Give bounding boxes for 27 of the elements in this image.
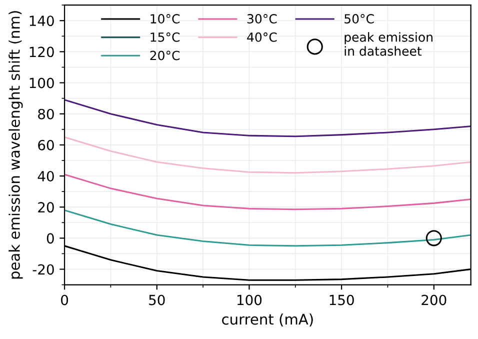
x-tick-label: 200 — [422, 294, 446, 306]
legend-label: 10°C — [150, 14, 180, 24]
line-series — [64, 136, 471, 174]
x-tick-label: 150 — [330, 294, 354, 306]
y-tick-label: 120 — [30, 46, 54, 58]
legend-label: 15°C — [150, 32, 180, 42]
y-tick-label: 140 — [30, 16, 54, 26]
legend-label: peak emission in datasheet — [344, 32, 432, 56]
y-tick-label: 0 — [46, 233, 54, 244]
legend-label: 50°C — [344, 14, 374, 24]
line-series — [64, 209, 471, 247]
y-tick-label: 80 — [38, 108, 54, 120]
y-tick-label: 100 — [30, 78, 54, 88]
y-axis-title: peak emission wavelenght shift (nm) — [8, 11, 23, 279]
y-tick-label: 40 — [38, 170, 54, 182]
legend-label: 30°C — [247, 14, 277, 24]
x-axis-title: current (mA) — [222, 313, 313, 326]
line-series — [64, 174, 471, 210]
x-tick-label: 50 — [149, 294, 165, 306]
y-tick-label: -20 — [32, 264, 54, 275]
y-tick-label: 60 — [38, 140, 54, 150]
legend-label: 20°C — [150, 50, 180, 60]
x-tick-label: 100 — [237, 294, 262, 306]
line-series — [64, 99, 471, 138]
x-tick-label: 0 — [61, 294, 68, 306]
y-tick-label: 20 — [38, 202, 54, 213]
legend-label: 40°C — [247, 32, 277, 42]
